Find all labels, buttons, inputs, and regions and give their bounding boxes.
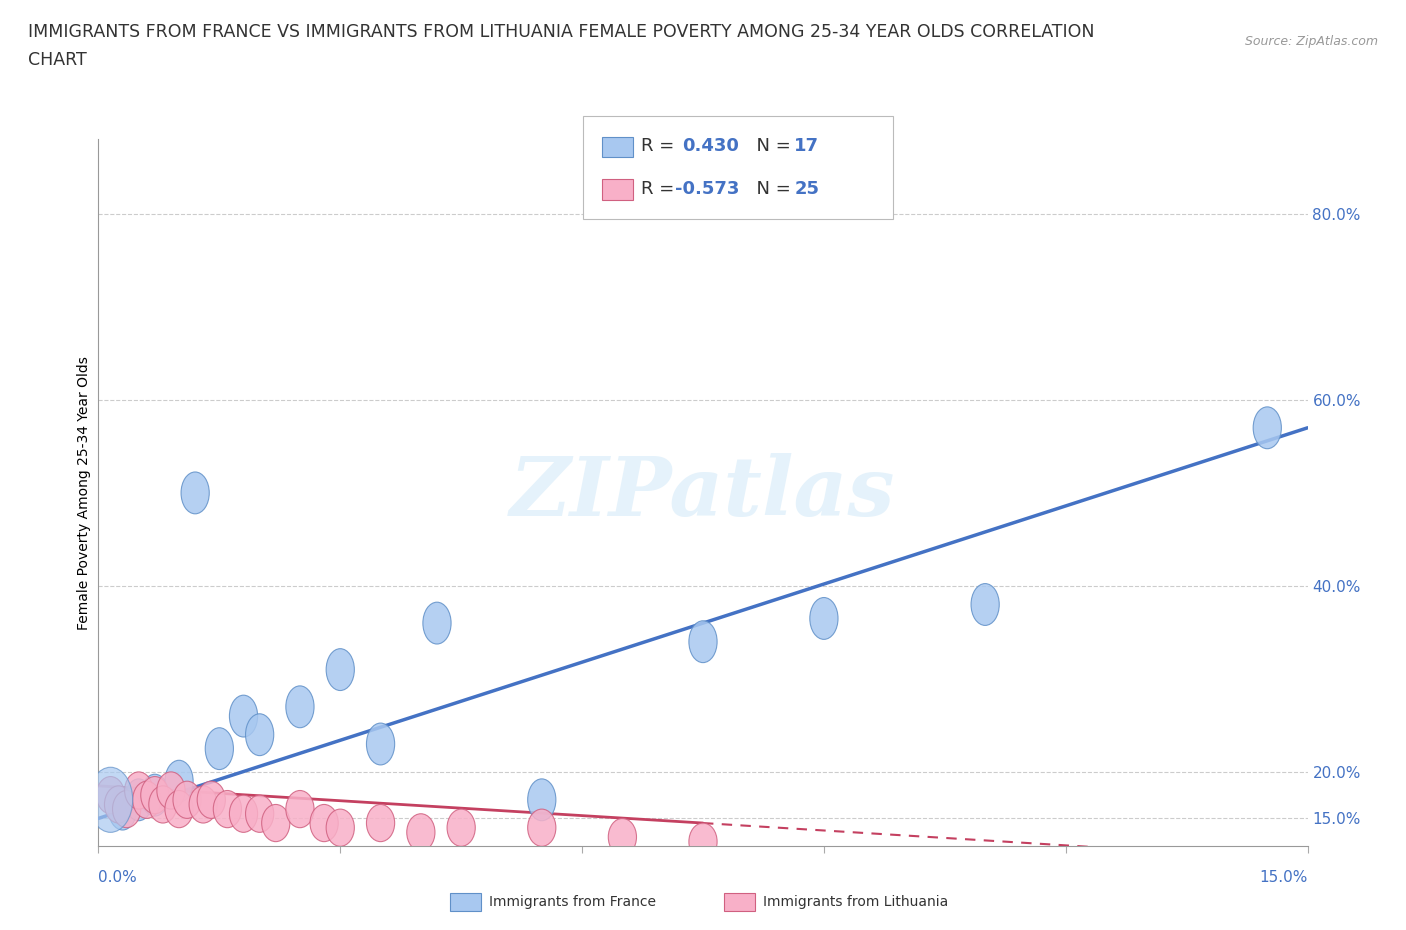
Ellipse shape <box>285 790 314 828</box>
Text: R =: R = <box>641 179 681 198</box>
Ellipse shape <box>97 777 125 814</box>
Ellipse shape <box>205 727 233 770</box>
Ellipse shape <box>112 790 141 828</box>
Ellipse shape <box>197 781 225 818</box>
Ellipse shape <box>108 789 136 830</box>
Ellipse shape <box>527 809 555 846</box>
Ellipse shape <box>181 472 209 514</box>
Ellipse shape <box>367 724 395 764</box>
Text: 17: 17 <box>794 137 820 155</box>
Ellipse shape <box>972 584 1000 626</box>
Text: Immigrants from France: Immigrants from France <box>489 895 657 910</box>
Text: 25: 25 <box>794 179 820 198</box>
Text: ZIPatlas: ZIPatlas <box>510 453 896 533</box>
Ellipse shape <box>165 790 193 828</box>
Text: Immigrants from Lithuania: Immigrants from Lithuania <box>763 895 949 910</box>
Ellipse shape <box>132 781 160 818</box>
Ellipse shape <box>447 809 475 846</box>
Ellipse shape <box>173 781 201 818</box>
Ellipse shape <box>285 686 314 727</box>
Ellipse shape <box>125 772 153 809</box>
Ellipse shape <box>367 804 395 842</box>
Ellipse shape <box>1253 407 1281 449</box>
Ellipse shape <box>214 790 242 828</box>
Ellipse shape <box>326 809 354 846</box>
Ellipse shape <box>229 696 257 737</box>
Ellipse shape <box>125 779 153 821</box>
Ellipse shape <box>326 649 354 691</box>
Text: 15.0%: 15.0% <box>1260 870 1308 884</box>
Ellipse shape <box>141 777 169 814</box>
Ellipse shape <box>309 804 339 842</box>
Ellipse shape <box>141 774 169 817</box>
Text: N =: N = <box>745 137 797 155</box>
Text: R =: R = <box>641 137 681 155</box>
Ellipse shape <box>609 818 637 856</box>
Text: 0.430: 0.430 <box>682 137 738 155</box>
Ellipse shape <box>165 761 193 802</box>
Ellipse shape <box>810 597 838 640</box>
Text: Source: ZipAtlas.com: Source: ZipAtlas.com <box>1244 35 1378 48</box>
Text: 0.0%: 0.0% <box>98 870 138 884</box>
Ellipse shape <box>262 804 290 842</box>
Y-axis label: Female Poverty Among 25-34 Year Olds: Female Poverty Among 25-34 Year Olds <box>77 356 91 630</box>
Ellipse shape <box>157 772 186 809</box>
Ellipse shape <box>229 795 257 832</box>
Ellipse shape <box>89 767 132 832</box>
Ellipse shape <box>246 714 274 755</box>
Ellipse shape <box>689 621 717 662</box>
Ellipse shape <box>149 786 177 823</box>
Text: N =: N = <box>745 179 797 198</box>
Ellipse shape <box>527 779 555 821</box>
Ellipse shape <box>423 603 451 644</box>
Text: IMMIGRANTS FROM FRANCE VS IMMIGRANTS FROM LITHUANIA FEMALE POVERTY AMONG 25-34 Y: IMMIGRANTS FROM FRANCE VS IMMIGRANTS FRO… <box>28 23 1095 41</box>
Text: CHART: CHART <box>28 51 87 69</box>
Ellipse shape <box>689 823 717 860</box>
Ellipse shape <box>246 795 274 832</box>
Ellipse shape <box>188 786 218 823</box>
Text: -0.573: -0.573 <box>675 179 740 198</box>
Ellipse shape <box>406 814 434 851</box>
Ellipse shape <box>104 786 132 823</box>
